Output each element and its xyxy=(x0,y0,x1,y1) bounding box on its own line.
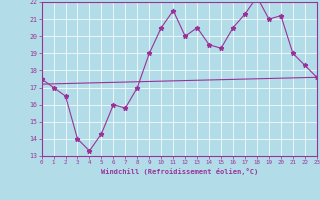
X-axis label: Windchill (Refroidissement éolien,°C): Windchill (Refroidissement éolien,°C) xyxy=(100,168,258,175)
